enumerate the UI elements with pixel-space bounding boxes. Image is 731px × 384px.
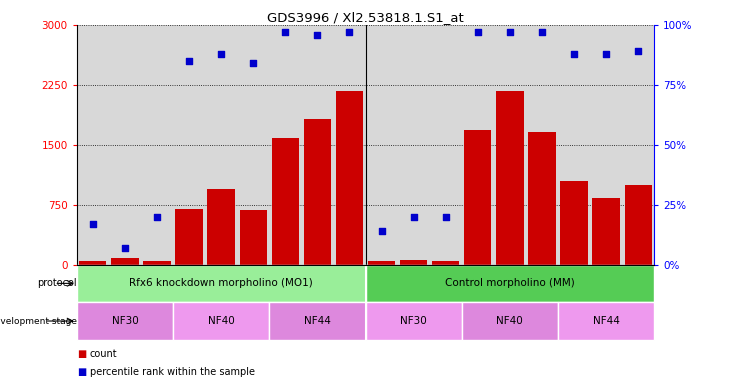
Bar (366, 25, 398, 265)
Text: ■: ■ (77, 367, 86, 377)
Bar (590, 25, 622, 265)
Text: Rfx6 knockdown morpholino (MO1): Rfx6 knockdown morpholino (MO1) (129, 278, 313, 288)
Bar (494, 25, 526, 265)
Bar (398, 25, 430, 265)
Bar (237, 25, 269, 265)
Point (279, 29, 291, 35)
Bar (79, 261, 107, 265)
Bar (143, 261, 170, 265)
Point (376, 228, 387, 234)
Point (600, 51, 612, 57)
Bar (366, 302, 462, 340)
Bar (593, 198, 620, 265)
Point (536, 29, 548, 35)
Bar (77, 265, 366, 302)
Bar (111, 258, 138, 265)
Point (632, 48, 644, 55)
Text: NF44: NF44 (304, 316, 331, 326)
Text: development stage: development stage (0, 316, 77, 326)
Bar (175, 209, 202, 265)
Text: NF30: NF30 (401, 316, 427, 326)
Text: Control morpholino (MM): Control morpholino (MM) (445, 278, 575, 288)
Point (247, 60, 259, 66)
Text: NF30: NF30 (112, 316, 138, 326)
Bar (368, 261, 395, 265)
Point (408, 214, 420, 220)
Bar (109, 25, 141, 265)
Point (504, 29, 516, 35)
Text: NF40: NF40 (208, 316, 235, 326)
Bar (496, 91, 523, 265)
Bar (462, 302, 558, 340)
Bar (558, 302, 654, 340)
Point (440, 214, 452, 220)
Point (151, 214, 163, 220)
Point (183, 58, 195, 64)
Bar (526, 25, 558, 265)
Bar (432, 261, 459, 265)
Bar (208, 189, 235, 265)
Bar (558, 25, 590, 265)
Bar (77, 25, 109, 265)
Text: protocol: protocol (37, 278, 77, 288)
Bar (77, 302, 173, 340)
Title: GDS3996 / Xl2.53818.1.S1_at: GDS3996 / Xl2.53818.1.S1_at (267, 11, 464, 24)
Bar (141, 25, 173, 265)
Point (311, 31, 323, 38)
Bar (272, 138, 299, 265)
Point (344, 29, 355, 35)
Bar (173, 25, 205, 265)
Text: NF44: NF44 (593, 316, 620, 326)
Bar (336, 91, 363, 265)
Bar (240, 210, 267, 265)
Bar (561, 181, 588, 265)
Text: percentile rank within the sample: percentile rank within the sample (90, 367, 255, 377)
Point (215, 51, 227, 57)
Bar (269, 25, 301, 265)
Text: count: count (90, 349, 118, 359)
Point (472, 29, 484, 35)
Point (119, 245, 131, 251)
Point (87, 221, 99, 227)
Bar (622, 25, 654, 265)
Point (568, 51, 580, 57)
Bar (333, 25, 366, 265)
Bar (462, 25, 494, 265)
Bar (173, 302, 269, 340)
Bar (400, 260, 427, 265)
Text: ■: ■ (77, 349, 86, 359)
Bar (304, 119, 331, 265)
Bar (205, 25, 237, 265)
Bar (269, 302, 366, 340)
Bar (301, 25, 333, 265)
Text: NF40: NF40 (496, 316, 523, 326)
Bar (624, 185, 652, 265)
Bar (529, 132, 556, 265)
Bar (430, 25, 462, 265)
Bar (366, 265, 654, 302)
Bar (464, 131, 491, 265)
